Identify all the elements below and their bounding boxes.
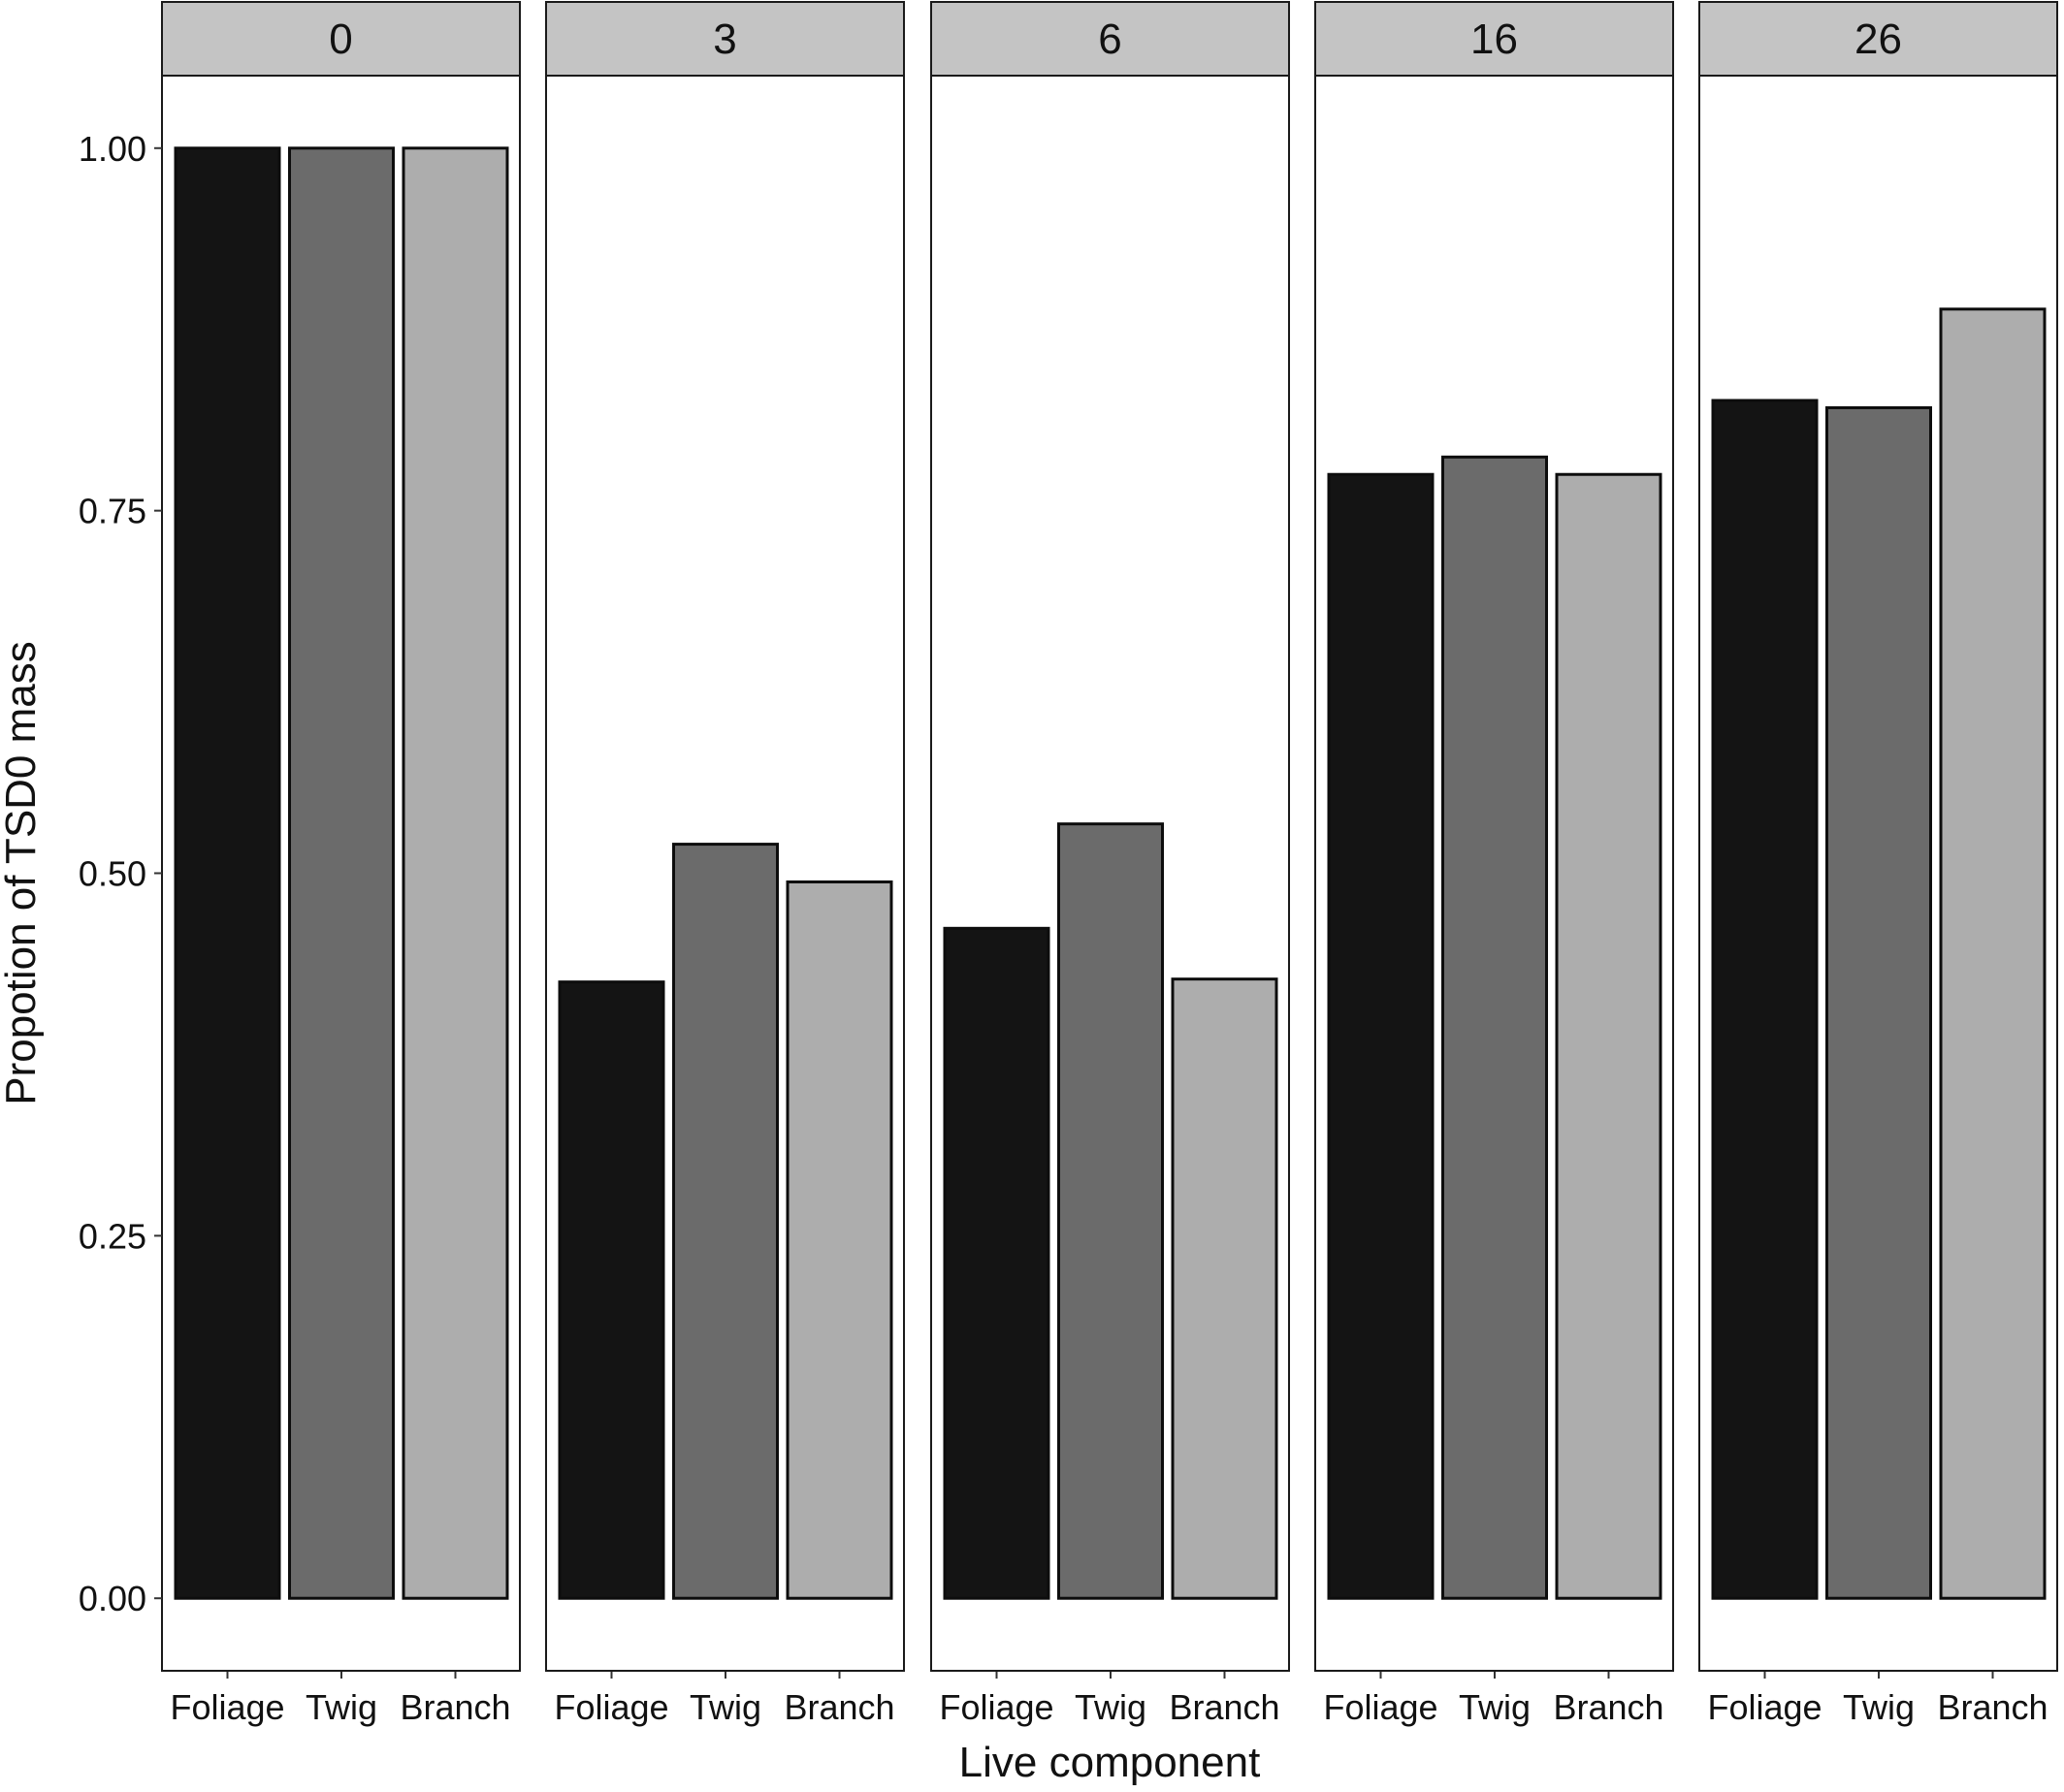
- bar-16-twig: [1441, 455, 1548, 1600]
- x-tick-label: Branch: [1553, 1687, 1663, 1727]
- y-tick-label: 0.00: [79, 1579, 146, 1618]
- x-tick-label: Twig: [1459, 1687, 1531, 1727]
- x-tick-label: Foliage: [1323, 1687, 1437, 1727]
- facet-strip-label: 26: [1854, 16, 1902, 63]
- bar-6-foliage: [943, 926, 1050, 1600]
- bar-3-foliage: [558, 980, 665, 1600]
- y-tick-label: 0.50: [79, 854, 146, 894]
- x-tick-label: Branch: [784, 1687, 894, 1727]
- facet-strip-label: 6: [1098, 16, 1121, 63]
- facet-panel-16: 16 Foliage Twig Branch: [1314, 1, 1674, 1727]
- y-axis-title: Propotion of TSD0 mass: [0, 641, 45, 1105]
- x-tick-label: Foliage: [170, 1687, 284, 1727]
- x-tick-label: Foliage: [554, 1687, 668, 1727]
- bar-3-twig: [672, 843, 779, 1600]
- bar-26-twig: [1825, 405, 1932, 1600]
- x-tick-label: Foliage: [939, 1687, 1053, 1727]
- facet-strip: [545, 1, 905, 77]
- x-tick-label: Branch: [1937, 1687, 2048, 1727]
- bar-6-twig: [1057, 822, 1164, 1600]
- y-tick-label: 1.00: [79, 129, 146, 169]
- facet-panel-3: 3 Foliage Twig Branch: [545, 1, 905, 1727]
- bar-26-foliage: [1711, 399, 1819, 1600]
- panel-border: [545, 75, 905, 1672]
- panel-border: [930, 75, 1290, 1672]
- bar-0-twig: [288, 146, 395, 1600]
- x-tick-label: Twig: [1843, 1687, 1915, 1727]
- facet-strip-label: 0: [329, 16, 352, 63]
- y-axis: 0.00 0.25 0.50 0.75 1.00: [79, 129, 162, 1618]
- y-tick-label: 0.25: [79, 1216, 146, 1256]
- facet-panel-26: 26 Foliage Twig Branch: [1698, 1, 2058, 1727]
- bar-6-branch: [1171, 977, 1278, 1600]
- y-tick-label: 0.75: [79, 492, 146, 531]
- facet-panel-0: 0 Foliage Twig Branch: [161, 1, 521, 1727]
- facet-strip-label: 16: [1470, 16, 1518, 63]
- facet-panel-6: 6 Foliage Twig Branch: [930, 1, 1290, 1727]
- bar-16-foliage: [1327, 472, 1435, 1600]
- facet-strip-label: 3: [713, 16, 736, 63]
- bar-0-foliage: [174, 146, 281, 1600]
- x-tick-label: Branch: [1169, 1687, 1279, 1727]
- facet-strip: [161, 1, 521, 77]
- facet-panels: 0 Foliage Twig Branch 3 Foliage Twig Branch 6 Fol…: [161, 1, 2058, 1727]
- x-tick-label: Foliage: [1707, 1687, 1822, 1727]
- x-axis-title: Live component: [959, 1739, 1261, 1786]
- x-tick-label: Twig: [1075, 1687, 1146, 1727]
- panel-border: [1698, 75, 2058, 1672]
- bar-3-branch: [786, 880, 893, 1600]
- x-tick-label: Branch: [400, 1687, 510, 1727]
- bar-0-branch: [402, 146, 509, 1600]
- panel-border: [1314, 75, 1674, 1672]
- bar-26-branch: [1939, 307, 2047, 1600]
- x-tick-label: Twig: [690, 1687, 761, 1727]
- x-tick-label: Twig: [306, 1687, 377, 1727]
- bar-16-branch: [1555, 472, 1662, 1600]
